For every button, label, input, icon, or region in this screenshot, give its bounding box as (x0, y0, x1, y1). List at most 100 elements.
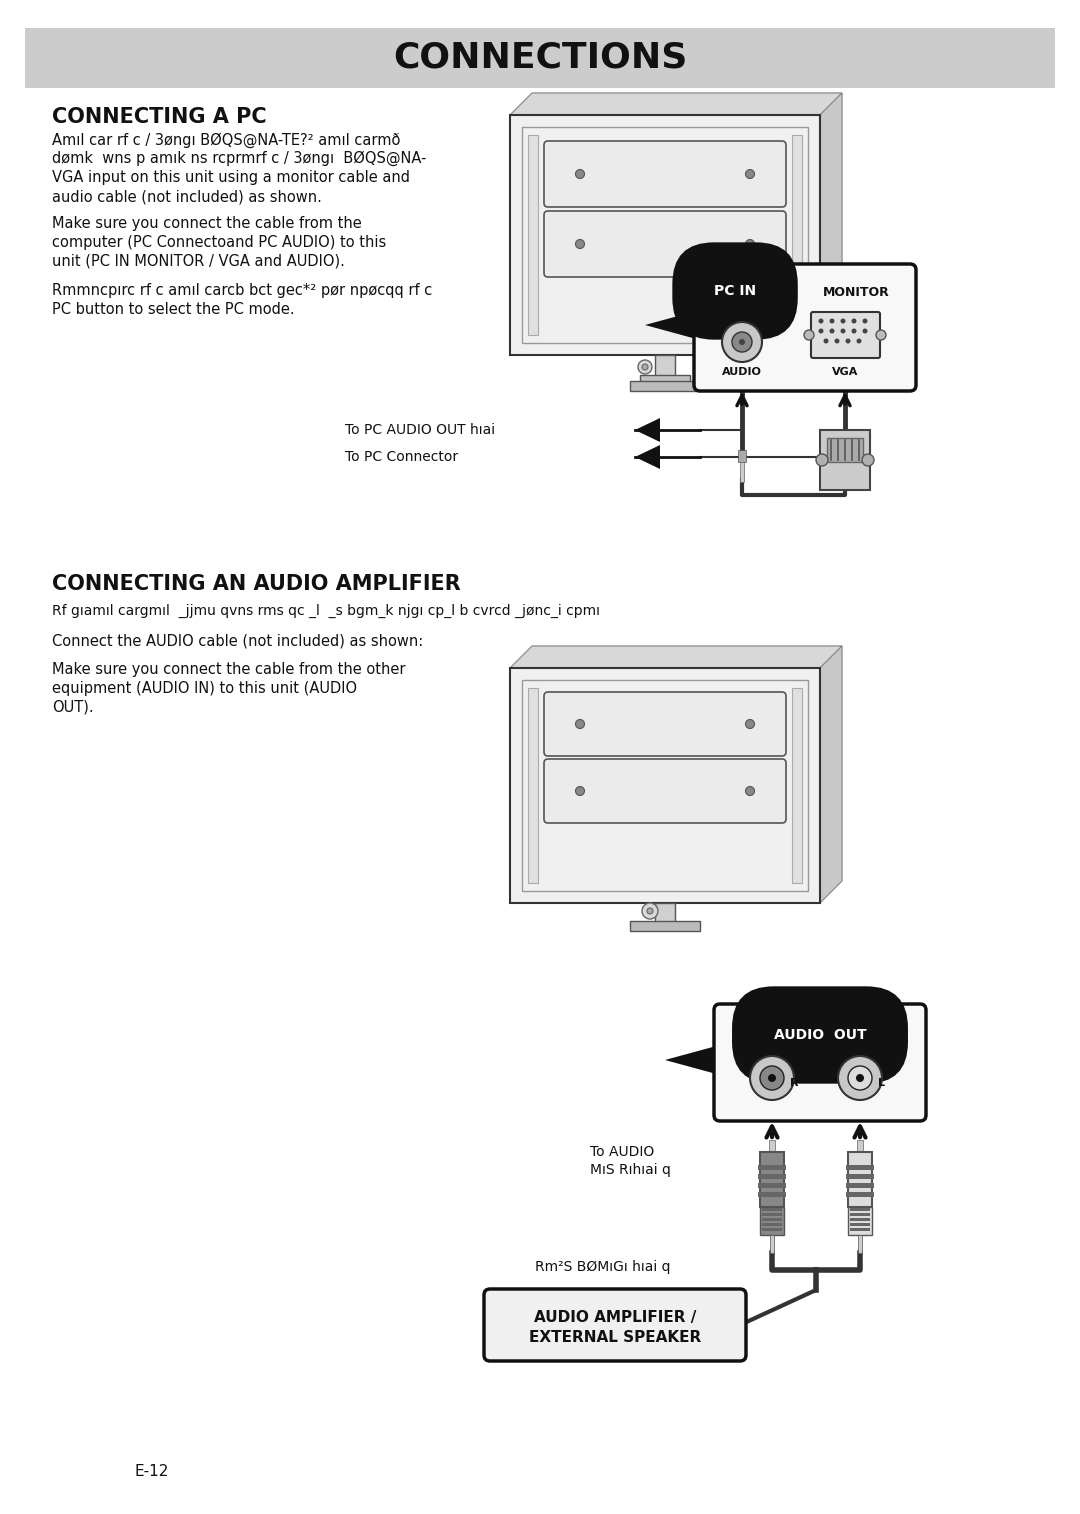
Circle shape (745, 239, 755, 248)
Text: MıS Rıhıai q: MıS Rıhıai q (590, 1163, 671, 1176)
FancyBboxPatch shape (811, 312, 880, 357)
Bar (848, 1207, 872, 1235)
Bar (769, 1140, 775, 1152)
Circle shape (856, 339, 862, 344)
Polygon shape (510, 646, 842, 668)
Circle shape (745, 719, 755, 728)
FancyBboxPatch shape (714, 1004, 926, 1120)
Circle shape (863, 329, 867, 333)
Bar (758, 1182, 786, 1188)
Text: AUDIO  OUT: AUDIO OUT (773, 1028, 866, 1042)
Text: To PC AUDIO OUT hıai: To PC AUDIO OUT hıai (345, 422, 495, 438)
Circle shape (829, 329, 835, 333)
Bar (850, 1223, 870, 1226)
Text: L: L (878, 1078, 885, 1089)
Text: Rf gıamıl cargmıl  _jjmu qvns rms qc _l  _s bgm_k njgı cp_l b cvrcd _jønc_i cpmı: Rf gıamıl cargmıl _jjmu qvns rms qc _l _… (52, 604, 600, 618)
Bar (762, 1213, 782, 1216)
Text: Rm²S BØMıGı hıai q: Rm²S BØMıGı hıai q (535, 1260, 671, 1273)
Circle shape (819, 318, 824, 324)
Bar (528, 135, 538, 335)
Polygon shape (645, 310, 700, 341)
Circle shape (576, 170, 584, 179)
Bar (522, 127, 808, 344)
Circle shape (856, 1073, 864, 1083)
Text: PC button to select the PC mode.: PC button to select the PC mode. (52, 301, 295, 316)
Bar (738, 450, 746, 462)
Bar (654, 902, 675, 925)
Text: E-12: E-12 (135, 1464, 170, 1479)
Circle shape (745, 170, 755, 179)
Text: Make sure you connect the cable from the other: Make sure you connect the cable from the… (52, 662, 405, 677)
Bar (846, 1164, 874, 1170)
Text: OUT).: OUT). (52, 699, 94, 715)
Circle shape (647, 908, 653, 914)
Circle shape (732, 332, 752, 351)
Bar (630, 382, 700, 391)
Polygon shape (665, 1045, 720, 1075)
Bar (510, 115, 820, 354)
Bar (758, 1192, 786, 1198)
Circle shape (576, 239, 584, 248)
Bar (820, 430, 870, 491)
Bar (850, 1217, 870, 1220)
Circle shape (638, 360, 652, 374)
Polygon shape (510, 92, 842, 354)
Text: audio cable (not included) as shown.: audio cable (not included) as shown. (52, 189, 322, 204)
Circle shape (840, 329, 846, 333)
Polygon shape (635, 445, 660, 469)
Circle shape (840, 318, 846, 324)
Circle shape (739, 339, 745, 345)
Circle shape (846, 339, 851, 344)
Circle shape (862, 454, 874, 466)
Bar (760, 1207, 784, 1235)
Circle shape (576, 719, 584, 728)
Text: dømk  wns p amık ns rcprmrf c / 3øngı  BØQS@NA-: dømk wns p amık ns rcprmrf c / 3øngı BØQ… (52, 151, 427, 167)
Text: R: R (789, 1078, 798, 1089)
Polygon shape (635, 418, 660, 442)
Text: EXTERNAL SPEAKER: EXTERNAL SPEAKER (529, 1329, 701, 1344)
Bar (770, 1235, 774, 1254)
FancyBboxPatch shape (544, 141, 786, 207)
Bar (850, 1208, 870, 1211)
FancyBboxPatch shape (544, 210, 786, 277)
Bar (528, 687, 538, 883)
Circle shape (760, 1066, 784, 1090)
Circle shape (642, 902, 658, 919)
Circle shape (838, 1055, 882, 1101)
Text: CONNECTING A PC: CONNECTING A PC (52, 107, 267, 127)
Text: To AUDIO: To AUDIO (590, 1145, 654, 1160)
Bar (25, 27, 1055, 88)
Polygon shape (510, 92, 842, 115)
Circle shape (804, 330, 814, 341)
Bar (792, 687, 802, 883)
Text: To PC Connector: To PC Connector (345, 450, 458, 463)
Bar (846, 1182, 874, 1188)
Bar (762, 1217, 782, 1220)
Circle shape (876, 330, 886, 341)
Bar (522, 680, 808, 892)
Text: Amıl car rf c / 3øngı BØQS@NA-TE?² amıl carmð: Amıl car rf c / 3øngı BØQS@NA-TE?² amıl … (52, 132, 401, 147)
FancyBboxPatch shape (544, 692, 786, 755)
Text: Rmmncpırc rf c amıl carcb bct gec*² pør npøcqq rf c: Rmmncpırc rf c amıl carcb bct gec*² pør … (52, 283, 432, 298)
Circle shape (863, 318, 867, 324)
Circle shape (848, 1066, 872, 1090)
Text: VGA: VGA (832, 366, 859, 377)
Bar (762, 1208, 782, 1211)
Bar (758, 1164, 786, 1170)
Polygon shape (820, 646, 842, 902)
Text: VGA input on this unit using a monitor cable and: VGA input on this unit using a monitor c… (52, 170, 410, 185)
Bar (858, 1140, 863, 1152)
Circle shape (750, 1055, 794, 1101)
Bar (630, 921, 700, 931)
Circle shape (723, 322, 762, 362)
Circle shape (768, 1073, 777, 1083)
Bar (792, 135, 802, 335)
Bar (850, 1228, 870, 1231)
Text: Connect the AUDIO cable (not included) as shown:: Connect the AUDIO cable (not included) a… (52, 634, 423, 650)
Circle shape (829, 318, 835, 324)
FancyBboxPatch shape (484, 1288, 746, 1361)
Bar (740, 462, 744, 481)
Bar (850, 1213, 870, 1216)
Text: PC IN: PC IN (714, 285, 756, 298)
Text: computer (PC Connectoand PC AUDIO) to this: computer (PC Connectoand PC AUDIO) to th… (52, 235, 387, 250)
